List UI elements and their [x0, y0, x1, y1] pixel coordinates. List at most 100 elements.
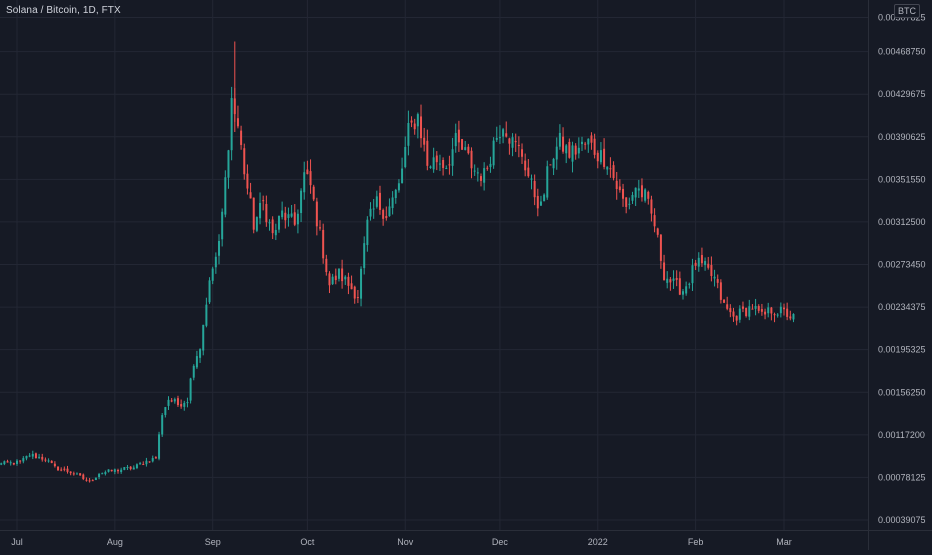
candle-body	[356, 297, 359, 299]
candle-body	[628, 203, 631, 205]
candle-body	[117, 470, 120, 472]
candle-body	[110, 469, 113, 472]
candle-body	[631, 194, 634, 201]
candle-body	[634, 187, 637, 198]
symbol-title[interactable]: Solana / Bitcoin, 1D, FTX	[6, 5, 121, 16]
candle-body	[413, 123, 416, 130]
candle-body	[603, 148, 606, 167]
candle-body	[489, 163, 492, 168]
candle-body	[789, 316, 792, 319]
candle-body	[22, 458, 25, 462]
candle-body	[176, 398, 179, 406]
candle-body	[517, 144, 520, 146]
candle-body	[571, 145, 574, 162]
candle-body	[123, 467, 126, 470]
candle-body	[192, 365, 195, 378]
candle-body	[486, 167, 489, 169]
candle-body	[243, 148, 246, 175]
candle-body	[126, 466, 129, 468]
candle-body	[382, 209, 385, 219]
candle-body	[183, 402, 186, 407]
candle-body	[158, 434, 161, 459]
candle-body	[66, 468, 69, 472]
candle-body	[590, 135, 593, 143]
candle-body	[539, 201, 542, 206]
candle-body	[476, 172, 479, 174]
candle-body	[448, 164, 451, 166]
price-axis[interactable]: 0.005078250.004687500.004296750.00390625…	[878, 13, 926, 525]
candle-body	[685, 286, 688, 294]
candle-body	[599, 150, 602, 163]
candle-body	[404, 146, 407, 168]
time-axis[interactable]: Jul Aug Sep Oct Nov Dec 2022 Feb Mar	[11, 537, 792, 547]
candle-body	[745, 307, 748, 317]
candle-body	[420, 116, 423, 139]
candle-body	[549, 164, 552, 166]
candle-body	[511, 137, 514, 148]
candle-body	[271, 219, 274, 234]
candle-body	[565, 145, 568, 154]
candle-body	[552, 158, 555, 169]
candle-body	[779, 306, 782, 314]
candle-body	[170, 400, 173, 402]
x-tick-label: Sep	[205, 537, 221, 547]
candle-body	[533, 180, 536, 198]
candle-body	[530, 178, 533, 180]
candle-body	[622, 188, 625, 199]
candle-body	[167, 399, 170, 406]
candle-body	[773, 314, 776, 316]
candle-body	[562, 136, 565, 152]
candle-body	[189, 378, 192, 401]
candle-body	[454, 133, 457, 147]
x-tick-label: Mar	[776, 537, 792, 547]
candle-body	[786, 308, 789, 317]
candle-body	[675, 278, 678, 280]
candle-body	[593, 138, 596, 155]
candle-body	[764, 311, 767, 315]
candle-body	[101, 473, 104, 475]
currency-badge: BTC	[894, 4, 920, 18]
candle-body	[145, 460, 148, 465]
candle-body	[757, 306, 760, 311]
candle-body	[678, 278, 681, 295]
candle-body	[63, 468, 66, 470]
candle-body	[6, 461, 9, 463]
candle-body	[255, 217, 258, 231]
candle-body	[236, 118, 239, 127]
candle-body	[502, 129, 505, 137]
candle-body	[337, 268, 340, 279]
y-tick-label: 0.00429675	[878, 89, 926, 99]
candle-body	[461, 139, 464, 150]
candle-body	[12, 462, 15, 465]
candle-body	[751, 308, 754, 310]
candle-body	[388, 206, 391, 217]
candle-body	[360, 268, 363, 299]
candle-body	[129, 466, 132, 470]
candle-body	[208, 280, 211, 303]
candle-body	[173, 399, 176, 402]
candle-body	[75, 473, 78, 475]
candle-body	[85, 479, 88, 481]
candle-body	[574, 145, 577, 155]
candle-body	[274, 229, 277, 236]
candle-body	[710, 265, 713, 277]
candle-body	[783, 307, 785, 310]
candle-body	[416, 114, 419, 127]
candle-body	[28, 455, 31, 457]
candle-body	[369, 208, 372, 217]
candle-body	[445, 168, 448, 170]
y-tick-label: 0.00312500	[878, 217, 926, 227]
candle-body	[205, 304, 208, 326]
candle-body	[306, 169, 309, 175]
candle-body	[726, 304, 729, 309]
candle-body	[697, 257, 700, 267]
candle-body	[760, 309, 763, 312]
candle-body	[69, 471, 72, 474]
candle-body	[754, 305, 757, 309]
candle-body	[277, 215, 280, 230]
candle-body	[672, 278, 675, 281]
y-tick-label: 0.00039075	[878, 515, 926, 525]
candle-body	[82, 474, 85, 479]
